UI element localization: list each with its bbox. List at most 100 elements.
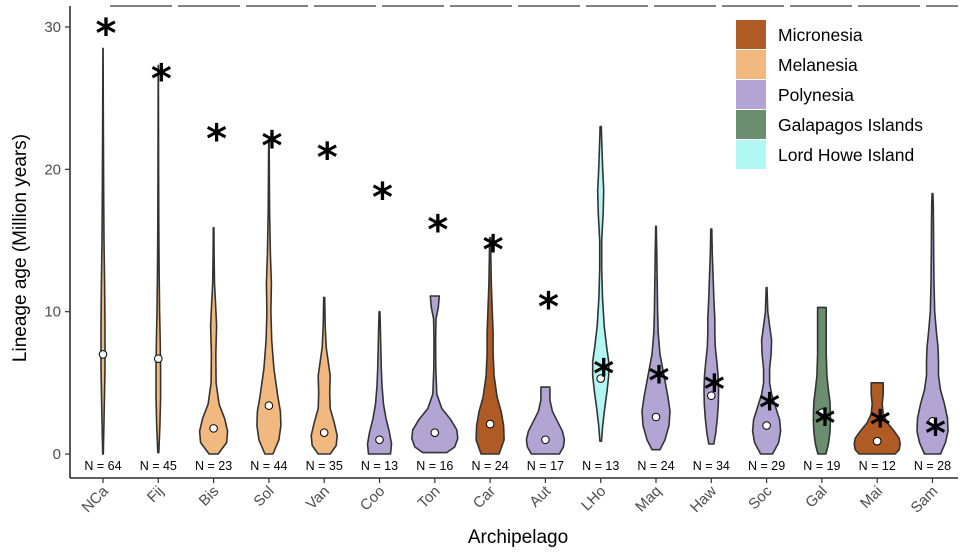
legend-label: Galapagos Islands (778, 115, 923, 135)
y-tick-label: 0 (53, 446, 61, 463)
violin-Sol (256, 137, 282, 455)
median-point-Gal (817, 408, 827, 418)
legend-swatch (736, 140, 766, 169)
median-point-Coo (375, 435, 384, 445)
sample-size-label-Car: N = 24 (472, 459, 509, 473)
violin-Sam (916, 192, 949, 455)
x-tick-label: Sol (250, 483, 277, 510)
sample-size-label-Fij: N = 45 (140, 459, 177, 473)
significance-star-Ton: * (427, 208, 448, 254)
sample-size-label-Aut: N = 17 (527, 459, 564, 473)
violin-Car (475, 236, 505, 455)
sample-size-label-LHo: N = 13 (582, 459, 619, 473)
median-point-Van (319, 428, 329, 437)
significance-star-LHo: * (593, 351, 614, 397)
x-tick-label: LHo (578, 483, 609, 514)
x-tick-label: Soc (745, 482, 776, 513)
violin-Soc (751, 286, 782, 455)
x-tick-label: Fij (144, 483, 167, 506)
x-tick-label: Maq (632, 483, 665, 516)
x-tick-label: Coo (357, 483, 388, 514)
sample-size-label-NCa: N = 64 (84, 459, 121, 473)
sample-size-label-Coo: N = 13 (361, 459, 398, 473)
significance-star-Bis: * (206, 116, 227, 162)
median-point-Mai (872, 436, 882, 446)
median-point-Maq (651, 412, 661, 422)
violin-Gal (812, 306, 832, 455)
violin-Maq (641, 225, 671, 451)
x-tick-label: Aut (526, 482, 555, 511)
legend-swatch (736, 20, 766, 49)
violin-Fij (155, 64, 162, 454)
y-tick-label: 20 (44, 161, 61, 178)
sample-size-label-Sol: N = 44 (250, 459, 287, 473)
significance-star-Gal: * (814, 401, 835, 447)
violin-Mai (853, 382, 901, 455)
median-point-Aut (541, 435, 550, 445)
y-tick-label: 30 (44, 19, 61, 36)
sample-size-label-Bis: N = 23 (195, 459, 232, 473)
sample-size-label-Van: N = 35 (306, 459, 343, 473)
sample-size-label-Haw: N = 34 (693, 459, 730, 473)
x-tick-label: Sam (907, 483, 941, 517)
x-tick-label: Bis (196, 483, 223, 510)
median-point-Car (485, 419, 495, 429)
sample-size-label-Soc: N = 29 (748, 459, 785, 473)
significance-star-Haw: * (704, 367, 725, 413)
violins: * N = 64 * N = 45 * N = 23 * N = 44 * N = 35 * N = … (84, 11, 951, 473)
median-point-Fij (154, 354, 163, 363)
x-tick-label: Gal (802, 483, 831, 512)
significance-star-Car: * (483, 228, 504, 274)
legend-label: Micronesia (778, 25, 863, 45)
significance-star-Sol: * (261, 124, 282, 170)
significance-star-Fij: * (151, 57, 172, 103)
sample-size-label-Mai: N = 12 (859, 459, 896, 473)
median-point-NCa (98, 350, 108, 359)
median-point-Bis (209, 424, 218, 433)
x-tick-label: Van (303, 483, 333, 513)
violin-Aut (525, 386, 566, 455)
significance-star-Maq: * (649, 358, 670, 404)
significance-star-NCa: * (96, 11, 117, 57)
violin-Haw (703, 228, 720, 445)
legend: Micronesia Melanesia Polynesia Galapagos Is… (736, 20, 923, 169)
violin-Bis (198, 226, 229, 455)
median-point-LHo (596, 374, 606, 383)
median-point-Ton (430, 428, 440, 437)
sample-size-label-Gal: N = 19 (803, 459, 840, 473)
significance-star-Sam: * (925, 411, 946, 457)
violin-LHo (591, 125, 610, 442)
legend-swatch (736, 80, 766, 109)
significance-star-Mai: * (870, 403, 891, 449)
x-tick-label: NCa (79, 482, 113, 516)
legend-label: Polynesia (778, 85, 854, 105)
legend-label: Melanesia (778, 55, 858, 75)
significance-star-Aut: * (538, 284, 559, 330)
x-axis-ticks: NCa Fij Bis Sol Van Coo Ton Car Aut LHo Maq Haw Soc G… (79, 478, 941, 517)
x-axis-title: Archipelago (468, 527, 568, 548)
significance-star-Soc: * (759, 385, 780, 431)
violin-Ton (411, 295, 459, 454)
significance-star-Van: * (317, 135, 338, 181)
legend-swatch (736, 110, 766, 139)
median-point-Haw (707, 391, 716, 400)
x-tick-label: Haw (687, 483, 720, 516)
median-point-Soc (762, 421, 771, 430)
y-tick-label: 10 (44, 304, 61, 321)
sample-size-label-Ton: N = 16 (416, 459, 453, 473)
significance-star-Coo: * (372, 175, 393, 221)
violin-Coo (366, 310, 393, 455)
sample-size-label-Sam: N = 28 (914, 459, 951, 473)
x-tick-label: Ton (415, 483, 444, 512)
violin-Van (310, 296, 338, 455)
y-axis-ticks: 0 10 20 30 (44, 19, 70, 463)
median-point-Sol (264, 401, 274, 410)
x-tick-label: Car (470, 483, 499, 512)
violin-NCa (100, 47, 106, 455)
x-tick-label: Mai (857, 483, 886, 512)
y-axis-title: Lineage age (Million years) (10, 134, 31, 362)
median-point-Sam (928, 416, 937, 426)
legend-label: Lord Howe Island (778, 145, 914, 165)
sample-size-label-Maq: N = 24 (637, 459, 674, 473)
